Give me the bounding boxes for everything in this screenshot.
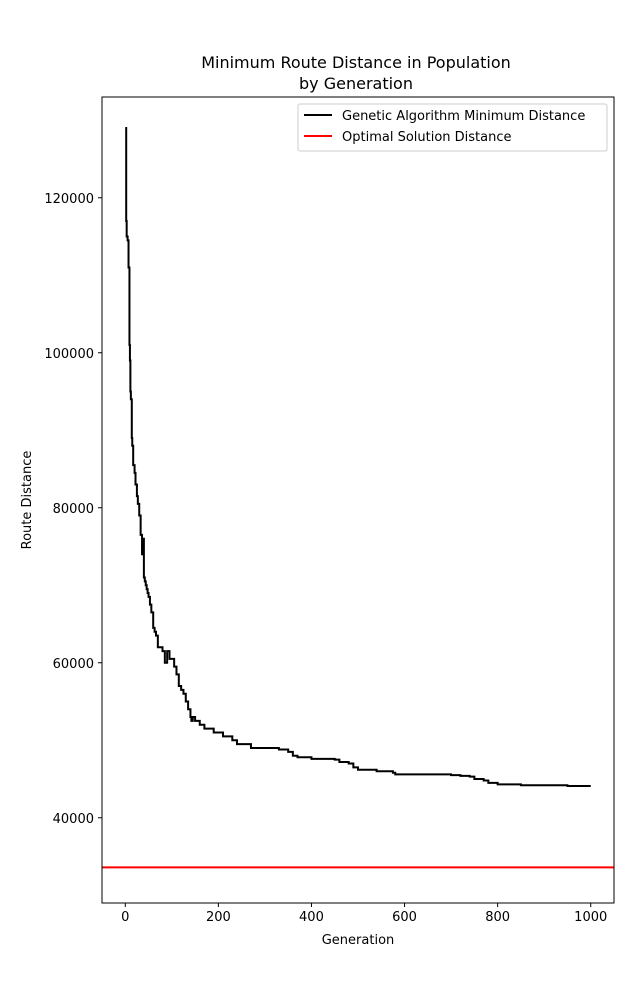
- legend-label-ga: Genetic Algorithm Minimum Distance: [342, 109, 585, 124]
- chart-title-line-2: by Generation: [299, 74, 413, 93]
- x-tick-label: 0: [121, 910, 129, 925]
- chart-title-line-1: Minimum Route Distance in Population: [201, 53, 511, 72]
- series-group: [102, 127, 614, 869]
- plot-frame: [101, 96, 615, 904]
- plot-area: 0 200 400 600 800 1000 40000 60000 80000 100000 12…: [44, 96, 615, 925]
- y-tick-label: 60000: [53, 657, 94, 672]
- x-axis-label: Generation: [322, 933, 395, 948]
- legend-box: [297, 103, 608, 152]
- y-tick-label: 80000: [53, 502, 94, 517]
- y-tick-label: 40000: [53, 812, 94, 827]
- y-axis-label: Route Distance: [20, 451, 35, 550]
- legend-label-optimal: Optimal Solution Distance: [342, 130, 512, 145]
- y-tick-label: 100000: [44, 347, 94, 362]
- x-tick-label: 800: [485, 910, 510, 925]
- x-tick-label: 200: [206, 910, 231, 925]
- y-tick-label: 120000: [44, 192, 94, 207]
- legend: Genetic Algorithm Minimum Distance Optim…: [297, 103, 608, 152]
- x-tick-label: 1000: [574, 910, 607, 925]
- ga-min-distance-line: [125, 127, 591, 787]
- x-tick-label: 600: [392, 910, 417, 925]
- x-tick-label: 400: [299, 910, 324, 925]
